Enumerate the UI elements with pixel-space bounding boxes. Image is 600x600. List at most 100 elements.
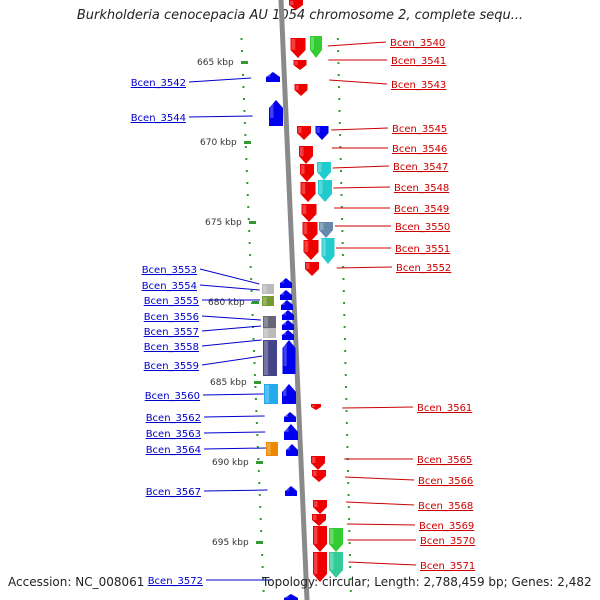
- gene-label[interactable]: Bcen_3556: [144, 312, 199, 323]
- forward-gene-sheen: [312, 405, 315, 407]
- guide-dot: [258, 482, 261, 484]
- forward-gene-cyan[interactable]: [321, 238, 335, 264]
- forward-gene[interactable]: [303, 240, 319, 260]
- forward-gene-steel[interactable]: [319, 222, 333, 238]
- gene-label[interactable]: Bcen_3543: [391, 80, 446, 91]
- gene-label[interactable]: Bcen_3565: [417, 455, 472, 466]
- reverse-gene-olive[interactable]: [262, 296, 274, 306]
- reverse-gene[interactable]: [282, 340, 296, 374]
- forward-gene-blue[interactable]: [315, 126, 329, 140]
- gene-label[interactable]: Bcen_3569: [419, 521, 474, 532]
- gene-label[interactable]: Bcen_3554: [142, 281, 197, 292]
- reverse-gene[interactable]: [269, 100, 283, 126]
- reverse-gene[interactable]: [285, 486, 297, 496]
- guide-dot: [342, 278, 345, 280]
- forward-gene-sheen: [314, 527, 318, 544]
- forward-gene[interactable]: [301, 204, 317, 222]
- forward-gene-cyan[interactable]: [318, 180, 332, 202]
- gene-label[interactable]: Bcen_3572: [148, 576, 203, 587]
- forward-gene[interactable]: [312, 470, 326, 482]
- reverse-gene-sheen: [281, 291, 284, 295]
- gene-label[interactable]: Bcen_3541: [391, 56, 446, 67]
- gene-label[interactable]: Bcen_3570: [420, 536, 475, 547]
- forward-gene[interactable]: [312, 514, 326, 526]
- gene-label[interactable]: Bcen_3552: [396, 263, 451, 274]
- guide-dot: [341, 230, 344, 232]
- guide-dot: [340, 194, 343, 196]
- gene-label[interactable]: Bcen_3567: [146, 487, 201, 498]
- gene-label[interactable]: Bcen_3558: [144, 342, 199, 353]
- reverse-gene[interactable]: [282, 310, 294, 320]
- gene-label[interactable]: Bcen_3547: [393, 162, 448, 173]
- forward-gene[interactable]: [300, 182, 316, 202]
- gene-label[interactable]: Bcen_3544: [131, 113, 186, 124]
- gene-label[interactable]: Bcen_3546: [392, 144, 447, 155]
- guide-dot: [347, 482, 350, 484]
- reverse-gene-gray[interactable]: [263, 328, 276, 338]
- forward-gene-mint[interactable]: [329, 552, 343, 578]
- guide-dot: [345, 386, 348, 388]
- reverse-gene-sheen: [267, 73, 271, 77]
- reverse-gene[interactable]: [282, 320, 294, 330]
- forward-gene[interactable]: [302, 222, 318, 242]
- forward-gene[interactable]: [299, 146, 313, 164]
- guide-dot: [344, 350, 347, 352]
- reverse-gene[interactable]: [282, 330, 294, 340]
- reverse-gene[interactable]: [280, 278, 292, 288]
- reverse-gene-orange[interactable]: [266, 442, 278, 456]
- forward-gene[interactable]: [313, 552, 327, 582]
- reverse-gene[interactable]: [284, 594, 298, 600]
- gene-label[interactable]: Bcen_3545: [392, 124, 447, 135]
- gene-label[interactable]: Bcen_3548: [394, 183, 449, 194]
- reverse-gene-indigo[interactable]: [263, 340, 277, 376]
- forward-gene[interactable]: [311, 456, 325, 470]
- reverse-gene-sky[interactable]: [264, 384, 278, 404]
- reverse-gene[interactable]: [280, 290, 292, 300]
- forward-gene-green[interactable]: [310, 36, 322, 58]
- gene-label[interactable]: Bcen_3549: [394, 204, 449, 215]
- reverse-gene[interactable]: [281, 300, 293, 310]
- forward-gene[interactable]: [300, 164, 314, 182]
- reverse-gene-slate[interactable]: [263, 316, 276, 328]
- gene-label[interactable]: Bcen_3557: [144, 327, 199, 338]
- forward-gene[interactable]: [313, 526, 327, 552]
- guide-dot: [244, 146, 247, 148]
- gene-label[interactable]: Bcen_3540: [390, 38, 445, 49]
- reverse-gene[interactable]: [284, 424, 298, 440]
- forward-gene[interactable]: [297, 126, 311, 140]
- gene-label[interactable]: Bcen_3563: [146, 429, 201, 440]
- forward-gene[interactable]: [290, 38, 306, 58]
- gene-label[interactable]: Bcen_3560: [145, 391, 200, 402]
- forward-gene[interactable]: [289, 0, 303, 10]
- gene-label[interactable]: Bcen_3564: [146, 445, 201, 456]
- forward-gene[interactable]: [305, 262, 319, 276]
- gene-label[interactable]: Bcen_3561: [417, 403, 472, 414]
- gene-label[interactable]: Bcen_3542: [131, 78, 186, 89]
- gene-label[interactable]: Bcen_3566: [418, 476, 473, 487]
- forward-gene-sheen: [294, 61, 298, 65]
- reverse-gene[interactable]: [286, 444, 298, 456]
- reverse-gene-gray[interactable]: [262, 284, 274, 294]
- reverse-gene[interactable]: [282, 384, 296, 404]
- reverse-gene-sheen: [282, 301, 285, 305]
- gene-label[interactable]: Bcen_3568: [418, 501, 473, 512]
- forward-gene[interactable]: [311, 404, 321, 410]
- gene-label[interactable]: Bcen_3551: [395, 244, 450, 255]
- gene-label[interactable]: Bcen_3550: [395, 222, 450, 233]
- forward-gene[interactable]: [313, 500, 327, 514]
- forward-gene[interactable]: [294, 84, 308, 96]
- forward-gene-cyan[interactable]: [317, 162, 331, 180]
- gene-label[interactable]: Bcen_3555: [144, 296, 199, 307]
- forward-gene[interactable]: [293, 60, 307, 70]
- gene-label[interactable]: Bcen_3559: [144, 361, 199, 372]
- forward-gene-green[interactable]: [329, 528, 343, 552]
- guide-dot: [254, 386, 257, 388]
- gene-leader-line: [344, 476, 415, 481]
- gene-leader-line: [333, 186, 391, 189]
- gene-label[interactable]: Bcen_3571: [420, 561, 475, 572]
- gene-label[interactable]: Bcen_3562: [146, 413, 201, 424]
- reverse-gene[interactable]: [266, 72, 280, 82]
- reverse-gene[interactable]: [284, 412, 296, 422]
- gene-label[interactable]: Bcen_3553: [142, 265, 197, 276]
